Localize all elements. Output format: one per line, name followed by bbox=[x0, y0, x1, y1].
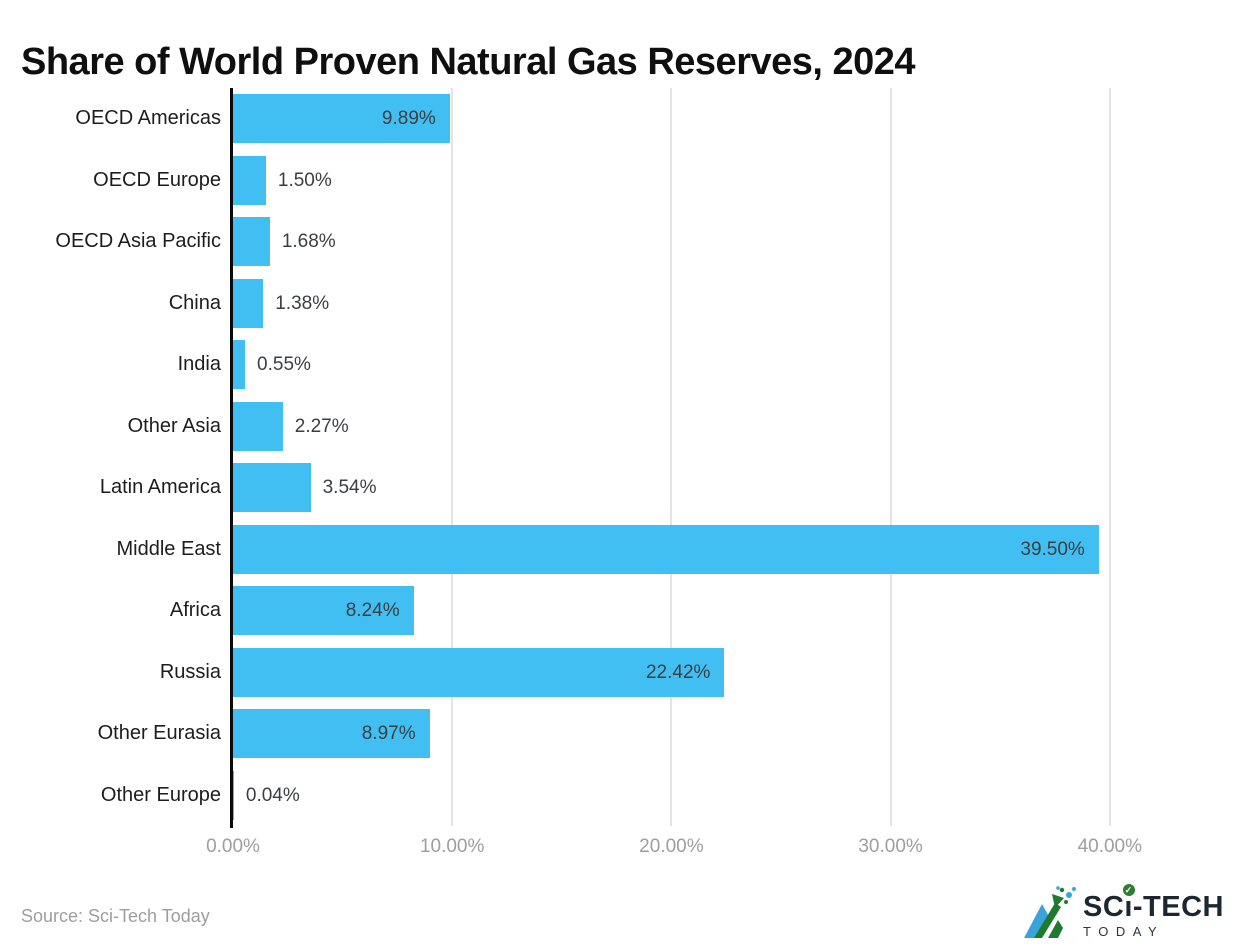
gridline bbox=[670, 88, 673, 826]
x-axis-tick-label: 40.00% bbox=[1077, 836, 1143, 857]
value-label: 39.50% bbox=[1020, 538, 1085, 560]
category-label: Latin America bbox=[99, 476, 221, 498]
category-label: Other Asia bbox=[127, 414, 221, 437]
value-label: 0.55% bbox=[257, 354, 311, 375]
check-icon: ✓ bbox=[1122, 884, 1135, 896]
category-label: India bbox=[177, 353, 221, 375]
value-label: 8.97% bbox=[361, 723, 416, 744]
category-label: OECD Asia Pacific bbox=[55, 230, 221, 252]
logo-brand-sub: TODAY bbox=[1083, 924, 1165, 939]
value-label: 0.04% bbox=[245, 784, 300, 806]
bar bbox=[233, 94, 450, 144]
bar bbox=[233, 401, 283, 451]
bar-chart: 0.00% 10.00% 20.00% 30.00% 40.00% OECD Americ… bbox=[0, 88, 1240, 908]
bar bbox=[233, 647, 725, 697]
chart-title: Share of World Proven Natural Gas Reserv… bbox=[21, 41, 916, 84]
x-axis-tick-label: 30.00% bbox=[858, 836, 923, 857]
value-label: 2.27% bbox=[294, 415, 349, 437]
category-label: Middle East bbox=[116, 537, 222, 560]
source-note: Source: Sci-Tech Today bbox=[21, 906, 210, 926]
logo-brand-name: SCı ✓ -TECH bbox=[1083, 884, 1224, 923]
x-axis-tick-label: 10.00% bbox=[419, 836, 485, 857]
bar bbox=[233, 155, 266, 205]
bar bbox=[233, 770, 234, 820]
sci-tech-today-logo: SCı ✓ -TECH TODAY bbox=[1022, 884, 1224, 945]
logo-wordmark: SCı ✓ -TECH TODAY bbox=[1083, 884, 1224, 939]
bar bbox=[233, 217, 270, 267]
category-label: Other Eurasia bbox=[97, 722, 221, 744]
category-label: Other Europe bbox=[100, 783, 221, 806]
category-label: OECD Americas bbox=[75, 107, 221, 129]
bar bbox=[233, 524, 1099, 574]
bar bbox=[233, 463, 311, 513]
value-label: 1.50% bbox=[277, 169, 332, 191]
sci-tech-mountain-icon bbox=[1022, 886, 1078, 945]
value-label: 22.42% bbox=[645, 661, 711, 683]
category-label: Africa bbox=[169, 599, 221, 621]
gridline bbox=[1108, 88, 1111, 826]
x-axis-tick-label: 0.00% bbox=[206, 836, 260, 857]
bar bbox=[233, 340, 246, 390]
value-label: 9.89% bbox=[381, 108, 436, 129]
category-label: OECD Europe bbox=[93, 168, 221, 191]
bar bbox=[233, 278, 264, 328]
value-label: 1.38% bbox=[275, 292, 330, 314]
value-label: 1.68% bbox=[281, 231, 336, 252]
bar bbox=[233, 586, 414, 636]
value-label: 8.24% bbox=[345, 600, 400, 621]
category-label: Russia bbox=[159, 660, 221, 683]
gridline bbox=[451, 88, 454, 826]
y-axis-line bbox=[230, 88, 233, 828]
x-axis-tick-label: 20.00% bbox=[639, 836, 704, 857]
bar bbox=[233, 709, 430, 759]
value-label: 3.54% bbox=[322, 477, 377, 498]
gridline bbox=[889, 88, 892, 826]
category-label: China bbox=[168, 291, 221, 314]
